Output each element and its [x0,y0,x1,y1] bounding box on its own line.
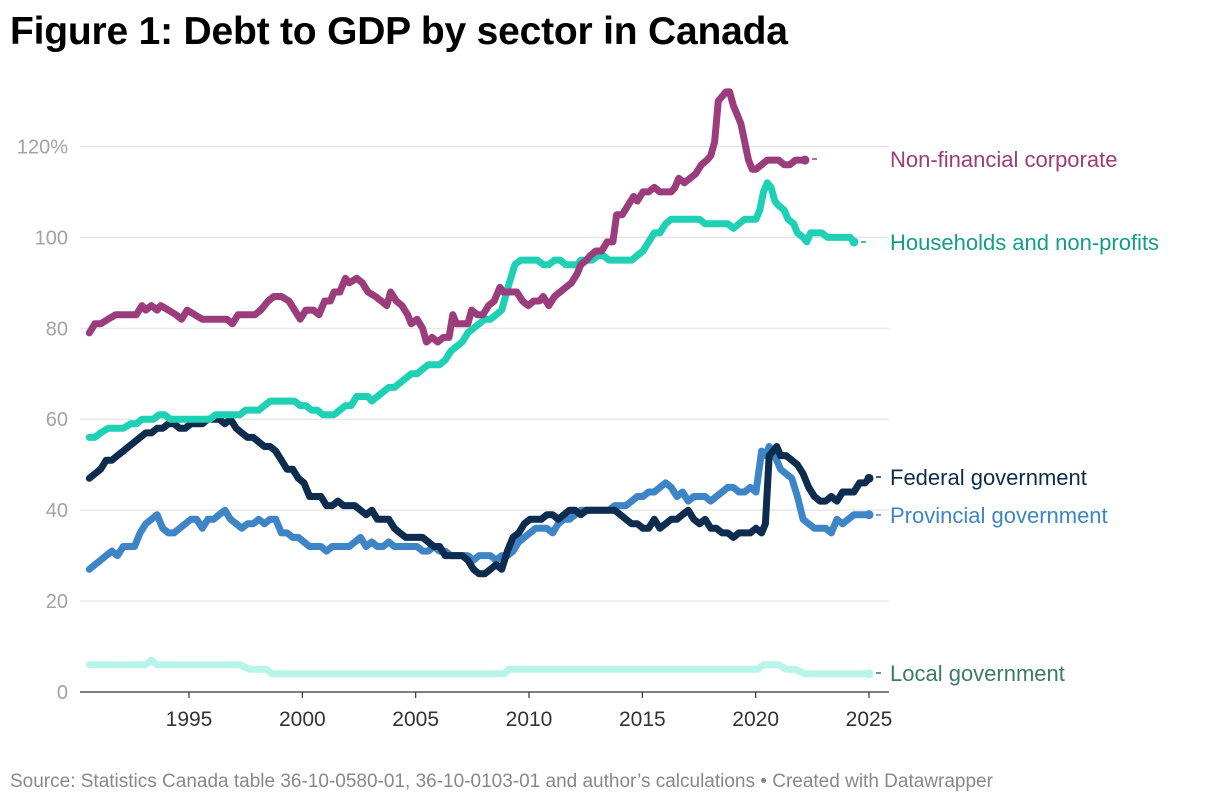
series-lines [85,88,874,679]
series-label: Households and non-profits [890,230,1159,255]
y-axis-labels: 0 20 40 60 80 100 120% [17,136,68,704]
series-line-local-government [85,656,873,678]
datawrapper-credit-link[interactable]: Created with Datawrapper [772,771,993,792]
x-tick-label: 2010 [506,708,553,731]
x-axis-ticks [188,692,870,698]
x-tick-label: 2015 [619,708,666,731]
series-label: Provincial government [890,503,1108,528]
series-line-provincial-government [85,443,873,573]
y-tick-label: 0 [57,682,68,704]
y-tick-label: 40 [46,500,68,522]
x-tick-label: 2025 [846,708,893,731]
series-line-non-financial-corporate [85,88,809,346]
y-tick-label: 20 [46,591,68,613]
footer: Source: Statistics Canada table 36-10-05… [10,771,993,793]
series-end-dot [849,237,859,247]
y-tick-label: 80 [46,318,68,340]
source-note: Source: Statistics Canada table 36-10-05… [10,771,755,792]
x-tick-label: 2000 [279,708,326,731]
x-tick-label: 2005 [392,708,439,731]
chart-title: Figure 1: Debt to GDP by sector in Canad… [10,10,788,53]
series-end-dot [864,473,874,483]
y-tick-label: 60 [46,409,68,431]
x-tick-label: 2020 [732,708,779,731]
series-label: Local government [890,661,1065,686]
footer-separator: • [760,771,767,792]
series-end-dot [864,510,874,520]
series-line-households-and-non-profits [85,179,858,441]
series-label: Non-financial corporate [890,147,1117,172]
y-tick-label: 100 [35,227,68,249]
series-labels: Non-financial corporate Households and no… [811,147,1159,686]
x-tick-label: 1995 [166,708,213,731]
series-label: Federal government [890,465,1087,490]
series-end-dot [800,155,810,165]
series-line-federal-government [85,415,873,578]
y-tick-label: 120% [17,136,68,158]
series-end-dot [864,669,874,679]
x-axis-labels: 1995 2000 2005 2010 2015 2020 2025 [166,708,893,731]
